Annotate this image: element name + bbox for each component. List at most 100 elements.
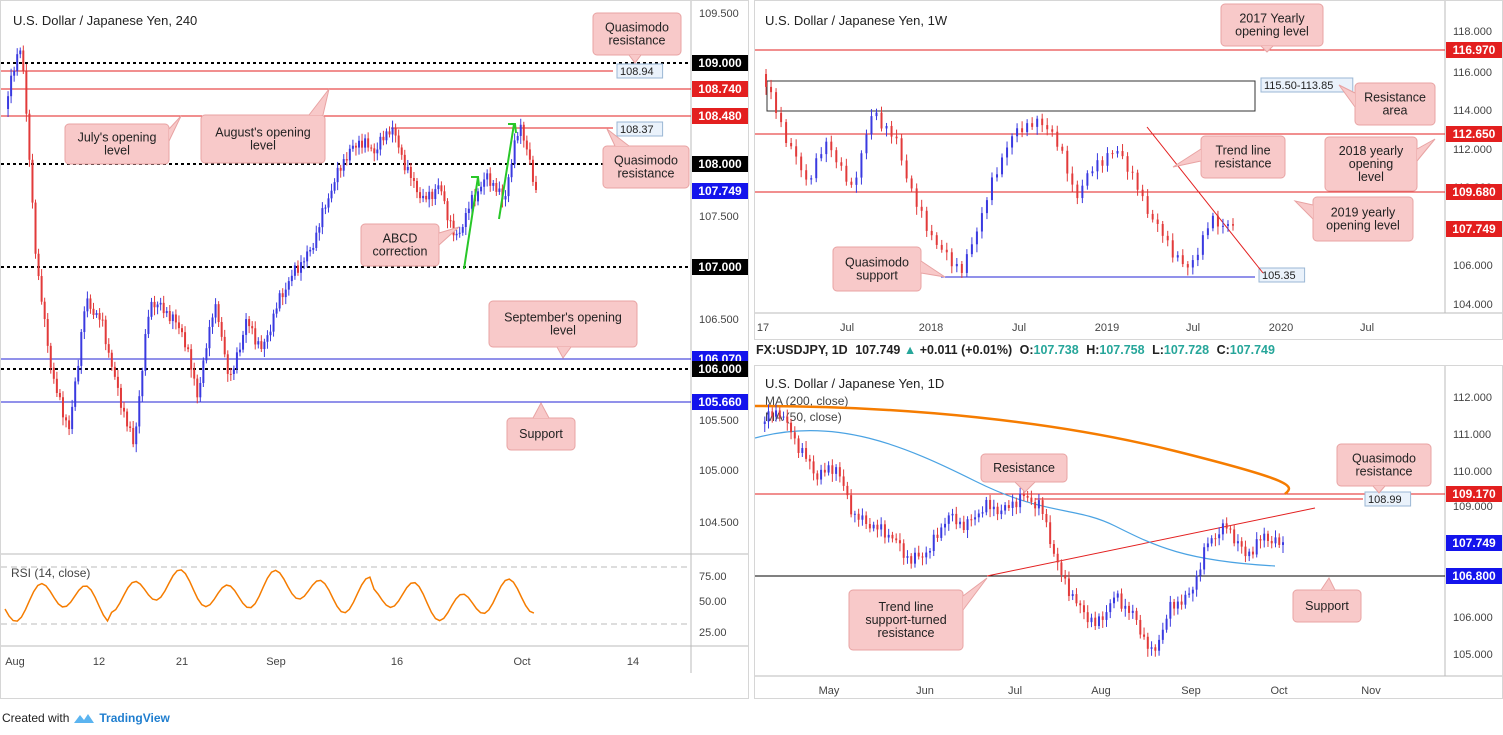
level-price-tag: 106.800 xyxy=(1452,569,1496,583)
d1-candle xyxy=(1173,601,1176,609)
h4-candle xyxy=(281,293,284,298)
w1-candle xyxy=(930,230,933,236)
d1-candle xyxy=(1056,553,1059,563)
d1-candle xyxy=(1026,495,1029,498)
low-label: L: xyxy=(1152,343,1164,357)
d1-candle xyxy=(1101,616,1104,620)
d1-candle xyxy=(857,513,860,520)
d1-candle xyxy=(977,513,980,518)
d1-candle xyxy=(778,410,781,418)
d1-candle xyxy=(1004,505,1007,511)
d1-candle xyxy=(1060,562,1063,575)
w1-candle xyxy=(975,231,978,245)
w1-candle xyxy=(1176,255,1179,258)
d1-candle xyxy=(947,515,950,524)
h4-candle xyxy=(226,354,229,374)
w1-candle xyxy=(795,146,798,157)
small-level-label: 105.35 xyxy=(1262,270,1296,282)
w1-candle xyxy=(950,252,953,267)
level-price-tag: 116.970 xyxy=(1453,43,1496,57)
h4-chart[interactable]: U.S. Dollar / Japanese Yen, 240 109.500 10… xyxy=(1,1,748,698)
note-2017-text: opening level xyxy=(1235,25,1309,39)
d1-candle xyxy=(1278,537,1281,545)
price-tick-label: 116.000 xyxy=(1453,67,1492,79)
d1-candle xyxy=(1128,605,1131,613)
h4-candle xyxy=(422,195,425,199)
created-with-label: Created with xyxy=(2,711,70,725)
h4-candle xyxy=(345,159,348,161)
h4-candle xyxy=(461,227,464,233)
h4-chart-panel[interactable]: U.S. Dollar / Japanese Yen, 240 109.500 10… xyxy=(0,0,749,699)
h4-candle xyxy=(452,220,455,236)
d1-chart-panel[interactable]: U.S. Dollar / Japanese Yen, 1D MA (200, c… xyxy=(754,365,1503,699)
w1-candle xyxy=(1026,123,1029,133)
w1-candle xyxy=(770,86,773,93)
d1-candle xyxy=(763,421,766,424)
w1-candle xyxy=(965,254,968,273)
d1-chart[interactable]: U.S. Dollar / Japanese Yen, 1D MA (200, c… xyxy=(755,366,1502,698)
w1-candle xyxy=(900,138,903,161)
h4-candle xyxy=(25,70,28,114)
h4-candle xyxy=(159,302,162,305)
w1-candle xyxy=(830,141,833,151)
h4-candle xyxy=(361,140,364,148)
h4-candle xyxy=(31,159,34,203)
d1-candle xyxy=(786,416,789,423)
note-september-text: level xyxy=(550,324,576,338)
h4-candle xyxy=(205,348,208,361)
level-price-tag: 106.000 xyxy=(698,362,742,376)
w1-candle xyxy=(780,112,783,123)
time-tick-label: 12 xyxy=(93,656,105,668)
level-price-tag: 112.650 xyxy=(1453,127,1496,141)
h4-candle xyxy=(171,314,174,322)
h4-candle xyxy=(144,334,147,371)
w1-chart-panel[interactable]: U.S. Dollar / Japanese Yen, 1W 118.000 116… xyxy=(754,0,1503,340)
close-value: 107.749 xyxy=(1229,343,1275,357)
note-support-text: Support xyxy=(519,427,563,441)
d1-candle xyxy=(970,519,973,521)
h4-candle xyxy=(379,136,382,150)
w1-candle xyxy=(1121,151,1124,157)
d1-candle xyxy=(1236,541,1239,544)
d1-candle xyxy=(1218,534,1221,539)
h4-title: U.S. Dollar / Japanese Yen, 240 xyxy=(13,13,197,28)
h4-candle xyxy=(321,208,324,228)
price-tick-label: 109.500 xyxy=(699,8,739,20)
d1-candle xyxy=(775,410,778,417)
d1-candle xyxy=(887,534,890,538)
w1-candle xyxy=(875,112,878,117)
h4-candle xyxy=(486,173,489,180)
w1-chart[interactable]: U.S. Dollar / Japanese Yen, 1W 118.000 116… xyxy=(755,1,1502,339)
d1-candle xyxy=(842,476,845,486)
note-support: Support xyxy=(506,401,576,451)
w1-candle xyxy=(805,170,808,180)
h4-candle xyxy=(165,311,168,314)
rsi-line xyxy=(4,569,535,623)
w1-candle xyxy=(895,136,898,139)
w1-candle xyxy=(765,74,768,87)
price-tick-label: 112.000 xyxy=(1453,392,1492,404)
price-tick-label: 118.000 xyxy=(1453,26,1492,38)
d1-candle xyxy=(1191,589,1194,594)
time-tick-label: Oct xyxy=(513,656,530,668)
price-tick-label: 111.000 xyxy=(1453,429,1491,441)
w1-candle xyxy=(1071,173,1074,185)
h4-candle xyxy=(385,131,388,141)
tradingview-brand[interactable]: TradingView xyxy=(99,711,170,725)
note-support-text: Support xyxy=(1305,599,1349,613)
h4-candle xyxy=(251,326,254,329)
w1-candle xyxy=(905,160,908,179)
price-tick-label: 112.000 xyxy=(1453,144,1492,156)
abcd-arrow-icon xyxy=(508,123,517,134)
time-tick-label: 21 xyxy=(176,656,188,668)
h4-candle xyxy=(382,136,385,141)
w1-candle xyxy=(850,181,853,185)
note-2018-text: 2018 yearly xyxy=(1339,144,1404,158)
time-tick-label: Jun xyxy=(916,685,934,697)
h4-candle xyxy=(68,420,71,430)
high-label: H: xyxy=(1086,343,1100,357)
level-price-tag-bg xyxy=(692,156,748,172)
